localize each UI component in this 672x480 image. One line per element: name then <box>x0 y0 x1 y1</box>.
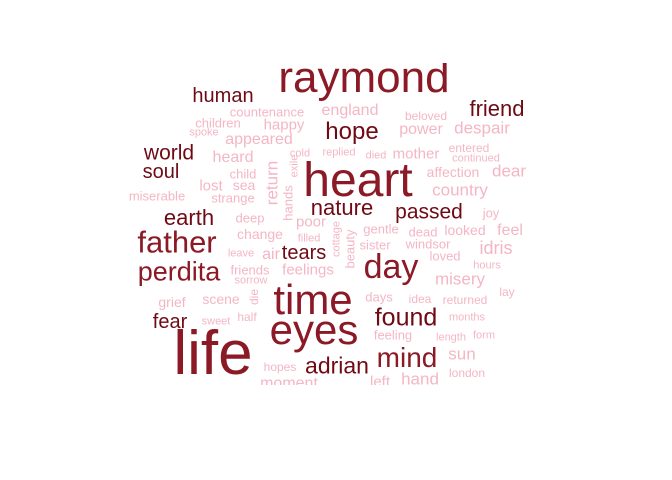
word-lay: lay <box>499 285 515 299</box>
word-dead: dead <box>408 224 438 240</box>
word-affection: affection <box>426 164 480 180</box>
word-idris: idris <box>479 238 513 258</box>
word-friends: friends <box>230 262 270 278</box>
word-passed: passed <box>395 200 463 224</box>
word-power: power <box>399 121 443 138</box>
word-lost: lost <box>199 177 223 195</box>
word-london: london <box>448 366 486 380</box>
word-sweet: sweet <box>201 315 231 328</box>
word-sorrow: sorrow <box>234 274 268 287</box>
word-eyes: eyes <box>269 306 359 353</box>
word-die: die <box>247 288 261 306</box>
word-children: children <box>195 115 241 131</box>
word-world: world <box>143 141 195 165</box>
word-moment: moment <box>260 375 318 386</box>
word-scene: scene <box>202 291 240 307</box>
word-beauty: beauty <box>342 229 358 269</box>
word-form: form <box>473 329 495 342</box>
word-hands: hands <box>280 185 296 221</box>
word-friend: friend <box>469 96 525 121</box>
word-idea: idea <box>408 292 432 306</box>
word-soul: soul <box>142 161 180 183</box>
word-continued: continued <box>452 152 500 165</box>
word-found: found <box>374 303 438 332</box>
word-life: life <box>173 319 253 385</box>
word-misery: misery <box>434 269 486 289</box>
word-cottage: cottage <box>330 220 343 258</box>
word-heard: heard <box>212 149 254 166</box>
word-feelings: feelings <box>282 261 334 279</box>
word-despair: despair <box>454 118 510 138</box>
word-change: change <box>237 226 283 242</box>
word-deep: deep <box>235 210 265 226</box>
word-adrian: adrian <box>305 352 369 379</box>
word-days: days <box>365 289 393 305</box>
word-entered: entered <box>448 141 490 155</box>
word-filled: filled <box>297 232 321 245</box>
word-sun: sun <box>448 344 476 364</box>
word-mother: mother <box>392 145 440 163</box>
word-return: return <box>262 160 282 206</box>
word-human: human <box>192 85 254 107</box>
word-returned: returned <box>442 293 488 307</box>
word-left: left <box>369 373 391 386</box>
word-child: child <box>229 166 257 182</box>
word-dear: dear <box>491 161 527 181</box>
word-strange: strange <box>211 190 255 206</box>
word-cold: cold <box>289 147 311 160</box>
word-joy: joy <box>482 205 500 221</box>
word-countenance: countenance <box>229 104 305 120</box>
word-tears: tears <box>281 242 327 264</box>
word-replied: replied <box>322 146 356 159</box>
word-sister: sister <box>359 237 391 253</box>
word-poor: poor <box>295 213 327 231</box>
word-loved: loved <box>429 248 461 264</box>
word-mind: mind <box>376 342 438 373</box>
word-happy: happy <box>263 116 305 134</box>
word-air: air <box>262 246 280 263</box>
word-spoke: spoke <box>189 126 219 139</box>
word-months: months <box>448 311 486 324</box>
word-appeared: appeared <box>225 131 293 148</box>
word-feeling: feeling <box>373 327 413 343</box>
word-miserable: miserable <box>128 188 186 204</box>
word-looked: looked <box>444 222 486 238</box>
word-father: father <box>137 224 217 260</box>
word-earth: earth <box>163 205 215 230</box>
word-length: length <box>436 331 466 344</box>
word-windsor: windsor <box>405 236 451 252</box>
word-perdita: perdita <box>137 256 221 287</box>
word-leave: leave <box>227 247 255 260</box>
word-hand: hand <box>401 369 439 386</box>
word-half: half <box>237 310 257 324</box>
word-fear: fear <box>152 311 188 333</box>
word-exile: exile <box>288 154 301 178</box>
word-country: country <box>432 180 488 200</box>
word-raymond: raymond <box>278 63 450 102</box>
word-day: day <box>363 248 419 286</box>
word-time: time <box>273 276 353 323</box>
word-england: england <box>321 102 379 119</box>
word-feel: feel <box>497 222 523 239</box>
word-cloud-area: raymond heart time eyes life human friend hope w… <box>0 63 672 385</box>
word-sea: sea <box>232 177 256 193</box>
word-gentle: gentle <box>363 221 399 237</box>
word-grief: grief <box>158 294 186 310</box>
word-nature: nature <box>310 195 374 220</box>
word-hopes: hopes <box>263 360 297 374</box>
word-hours: hours <box>473 259 501 272</box>
word-hope: hope <box>325 118 379 145</box>
word-heart: heart <box>303 154 413 207</box>
word-beloved: beloved <box>404 109 448 123</box>
word-died: died <box>365 149 387 162</box>
